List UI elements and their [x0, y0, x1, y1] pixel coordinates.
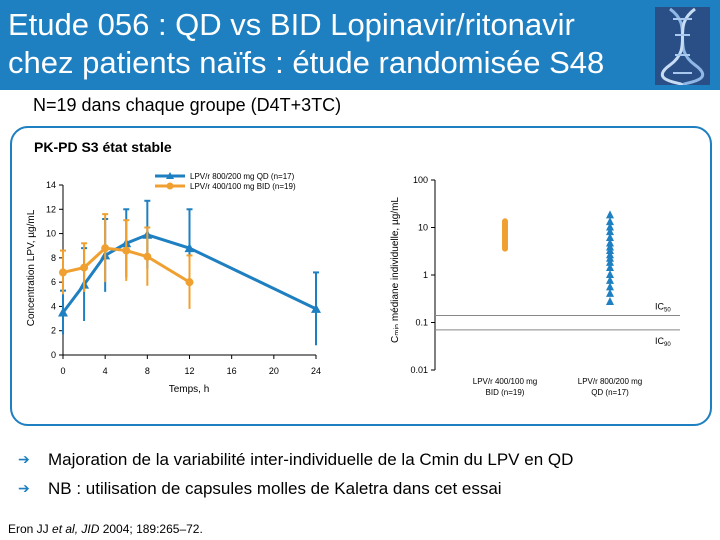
- legend-label: LPV/r 800/200 mg QD (n=17): [190, 172, 295, 181]
- scatter-point-circle: [502, 245, 508, 252]
- x-tick-label: 8: [145, 366, 150, 376]
- scatter-chart-ylabel: Cₘᵢₙ médiane individuelle, µg/mL: [390, 197, 401, 343]
- x-tick-label: 4: [103, 366, 108, 376]
- reference-prefix: Eron JJ: [8, 522, 53, 536]
- data-point-circle: [101, 244, 110, 253]
- line-chart: Concentration LPV, µg/mL Temps, h 024681…: [26, 172, 321, 395]
- bullet-list: ➔ Majoration de la variabilité inter-ind…: [18, 445, 573, 503]
- arrow-right-icon: ➔: [18, 480, 30, 496]
- y-tick-label: 100: [413, 175, 428, 185]
- data-point-triangle: [58, 307, 68, 317]
- scatter-point-triangle: [606, 246, 614, 255]
- legend-label: LPV/r 400/100 mg BID (n=19): [190, 182, 296, 191]
- y-tick-label: 0.1: [415, 318, 428, 328]
- x-tick-label: 20: [269, 366, 279, 376]
- reference: Eron JJ et al, JID 2004; 189:265–72.: [8, 522, 203, 536]
- scatter-point-triangle: [606, 257, 614, 266]
- subtitle: N=19 dans chaque groupe (D4T+3TC): [33, 95, 342, 115]
- arrow-right-icon: ➔: [18, 451, 30, 467]
- scatter-point-triangle: [606, 210, 614, 219]
- legend-marker: [166, 182, 174, 190]
- scatter-point-triangle: [606, 222, 614, 231]
- y-tick-label: 8: [51, 253, 56, 263]
- category-label: QD (n=17): [591, 388, 629, 397]
- scatter-point-triangle: [606, 263, 614, 272]
- category-label: LPV/r 800/200 mg: [578, 377, 642, 386]
- y-tick-label: 2: [51, 326, 56, 336]
- x-tick-label: 0: [60, 366, 65, 376]
- data-point-circle: [80, 263, 89, 272]
- scatter-point-triangle: [606, 297, 614, 306]
- y-tick-label: 0.01: [410, 365, 428, 375]
- bullet-item: ➔ Majoration de la variabilité inter-ind…: [18, 445, 573, 474]
- y-tick-label: 0: [51, 350, 56, 360]
- bullet-item: ➔ NB : utilisation de capsules molles de…: [18, 474, 573, 503]
- scatter-point-triangle: [606, 270, 614, 278]
- y-tick-label: 10: [46, 229, 56, 239]
- data-point-triangle: [184, 243, 195, 253]
- y-tick-label: 4: [51, 301, 56, 311]
- slide-title: Etude 056 : QD vs BID Lopinavir/ritonavi…: [8, 6, 648, 82]
- y-tick-label: 12: [46, 204, 56, 214]
- category-label: BID (n=19): [486, 388, 525, 397]
- data-point-circle: [185, 278, 194, 287]
- scatter-point-triangle: [606, 288, 614, 297]
- data-point-circle: [122, 246, 131, 255]
- scatter-point-triangle: [606, 282, 614, 291]
- scatter-point-triangle: [606, 253, 614, 262]
- title-line-2: chez patients naïfs : étude randomisée S…: [8, 45, 605, 80]
- y-tick-label: 10: [418, 223, 428, 233]
- scatter-point-triangle: [606, 217, 614, 226]
- data-point-circle: [143, 252, 152, 261]
- reference-italic: et al, JID: [52, 522, 100, 536]
- ic-label: IC50: [655, 302, 671, 314]
- x-tick-label: 12: [184, 366, 194, 376]
- scatter-chart: Cₘᵢₙ médiane individuelle, µg/mL 0.01 0.1…: [390, 175, 680, 397]
- panel-title: PK-PD S3 état stable: [34, 139, 172, 155]
- legend-marker: [166, 172, 174, 179]
- y-tick-label: 1: [423, 270, 428, 280]
- y-tick-label: 6: [51, 277, 56, 287]
- reference-suffix: 2004; 189:265–72.: [99, 522, 203, 536]
- scatter-point-triangle: [606, 233, 614, 242]
- data-point-triangle: [311, 303, 321, 313]
- ic-label: IC90: [655, 336, 671, 348]
- dna-logo-icon: [655, 7, 710, 85]
- scatter-point-triangle: [606, 227, 614, 236]
- y-tick-label: 14: [46, 180, 56, 190]
- data-point-circle: [59, 268, 67, 277]
- title-bar: [0, 0, 720, 90]
- scatter-point-triangle: [606, 275, 614, 284]
- x-tick-label: 16: [227, 366, 237, 376]
- bullet-text: Majoration de la variabilité inter-indiv…: [48, 449, 574, 469]
- line-chart-xlabel: Temps, h: [169, 384, 210, 395]
- line-chart-ylabel: Concentration LPV, µg/mL: [26, 209, 37, 326]
- bullet-text: NB : utilisation de capsules molles de K…: [48, 478, 502, 498]
- category-label: LPV/r 400/100 mg: [473, 377, 537, 386]
- title-line-1: Etude 056 : QD vs BID Lopinavir/ritonavi…: [8, 7, 575, 42]
- x-tick-label: 24: [311, 366, 321, 376]
